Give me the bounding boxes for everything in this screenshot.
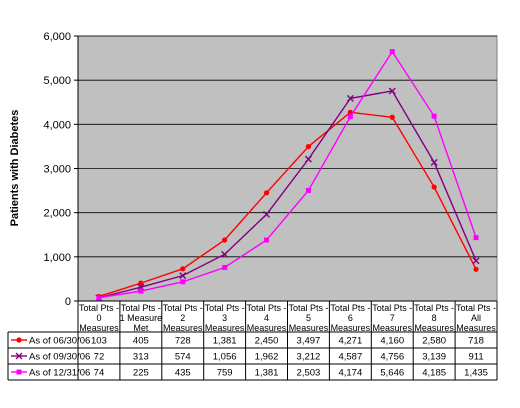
data-label: 1,962 bbox=[255, 352, 279, 363]
data-label: 728 bbox=[175, 336, 191, 347]
data-point bbox=[304, 155, 312, 163]
y-tick-label: 5,000 bbox=[43, 75, 71, 87]
data-label: 2,450 bbox=[255, 336, 279, 347]
data-label: 5,646 bbox=[380, 368, 404, 379]
y-tick-label: 2,000 bbox=[43, 208, 71, 220]
data-point bbox=[305, 143, 312, 150]
data-label: 1,435 bbox=[464, 368, 488, 379]
x-category-label: Total Pts -3 Measures bbox=[205, 303, 245, 333]
table-row: As of 12/31/06 74 225 435 759 1,381 2,503 4,174… bbox=[11, 368, 488, 379]
data-label: 2,580 bbox=[422, 336, 446, 347]
data-label: 759 bbox=[217, 368, 233, 379]
y-axis-ticks: 0 1,000 2,000 3,000 4,000 5,000 6,000 bbox=[43, 31, 497, 308]
data-point bbox=[305, 187, 311, 193]
data-point bbox=[221, 250, 229, 258]
series-line bbox=[98, 50, 477, 299]
data-point bbox=[389, 49, 395, 55]
data-point bbox=[473, 235, 479, 241]
series-3 bbox=[96, 49, 479, 301]
data-label: 225 bbox=[133, 368, 149, 379]
data-label: 4,185 bbox=[422, 368, 446, 379]
table-row: As of 06/30/06 103 405 728 1,381 2,450 3,497 4,… bbox=[11, 336, 484, 347]
data-point bbox=[389, 114, 395, 120]
data-label: 4,271 bbox=[338, 336, 362, 347]
series-line bbox=[98, 111, 477, 298]
legend-key-marker bbox=[16, 369, 22, 375]
x-category-label: Total Pts -7 Measures bbox=[372, 303, 412, 333]
series-1 bbox=[96, 109, 479, 300]
y-tick-label: 0 bbox=[65, 296, 71, 308]
data-point bbox=[180, 279, 186, 285]
data-point bbox=[347, 114, 353, 120]
data-point bbox=[431, 184, 437, 190]
x-category-label: Total Pts -6 Measures bbox=[330, 303, 370, 333]
x-category-label: Total Pts -All Measures bbox=[456, 303, 496, 333]
data-label: 4,174 bbox=[338, 368, 362, 379]
x-category-label: Total Pts -5 Measures bbox=[288, 303, 328, 333]
data-point bbox=[138, 288, 144, 294]
legend-key-marker bbox=[16, 337, 22, 343]
series-line bbox=[98, 90, 477, 299]
data-label: 4,587 bbox=[338, 352, 362, 363]
data-label: 1,381 bbox=[213, 336, 237, 347]
data-label: 911 bbox=[468, 352, 483, 363]
data-point bbox=[138, 280, 144, 286]
data-label: 3,497 bbox=[297, 336, 321, 347]
data-point bbox=[263, 190, 270, 196]
data-point bbox=[179, 272, 187, 280]
data-label: 103 bbox=[91, 336, 107, 347]
data-point bbox=[263, 210, 271, 218]
x-category-label: Total Pts -1 Measure Met bbox=[120, 303, 163, 333]
y-tick-label: 1,000 bbox=[43, 252, 71, 264]
data-point bbox=[388, 87, 396, 95]
data-label: 1,056 bbox=[213, 352, 237, 363]
data-label: 405 bbox=[133, 336, 149, 347]
data-label: 313 bbox=[133, 352, 149, 363]
data-point bbox=[473, 266, 479, 272]
y-tick-label: 3,000 bbox=[43, 164, 71, 176]
data-label: 3,139 bbox=[422, 352, 446, 363]
data-point bbox=[222, 264, 228, 270]
data-point bbox=[222, 237, 228, 243]
data-point bbox=[431, 113, 437, 119]
x-category-label: Total Pts -8 Measures bbox=[414, 303, 454, 333]
data-label: 435 bbox=[175, 368, 191, 379]
data-label: 1,381 bbox=[255, 368, 279, 379]
data-label: 4,756 bbox=[380, 352, 404, 363]
legend-label: As of 06/30/06 bbox=[29, 336, 90, 347]
y-axis-label: Patients with Diabetes bbox=[9, 110, 21, 227]
table-row: As of 09/30/06 72 313 574 1,056 1,962 3,212 4,5… bbox=[11, 352, 484, 363]
data-label: 4,160 bbox=[380, 336, 404, 347]
legend-label: As of 09/30/06 bbox=[29, 352, 90, 363]
series-2 bbox=[95, 87, 480, 302]
data-label: 2,503 bbox=[297, 368, 321, 379]
data-label: 74 bbox=[94, 368, 105, 379]
x-category-label: Total Pts -4 Measures bbox=[247, 303, 287, 333]
data-point bbox=[472, 257, 480, 265]
data-point bbox=[96, 295, 102, 301]
y-tick-label: 4,000 bbox=[43, 119, 71, 131]
y-tick-label: 6,000 bbox=[43, 31, 71, 43]
x-category-label: Total Pts -2 Measures bbox=[163, 303, 203, 333]
data-label: 574 bbox=[175, 352, 191, 363]
legend-key-marker bbox=[15, 352, 23, 360]
data-point bbox=[346, 94, 354, 102]
x-category-label: Total Pts -0 Measures bbox=[79, 303, 119, 333]
data-point bbox=[430, 158, 438, 166]
legend-label: As of 12/31/06 bbox=[29, 368, 90, 379]
data-label: 718 bbox=[468, 336, 484, 347]
data-point bbox=[180, 266, 186, 272]
data-label: 72 bbox=[94, 352, 105, 363]
data-label: 3,212 bbox=[297, 352, 321, 363]
data-point bbox=[264, 237, 270, 243]
